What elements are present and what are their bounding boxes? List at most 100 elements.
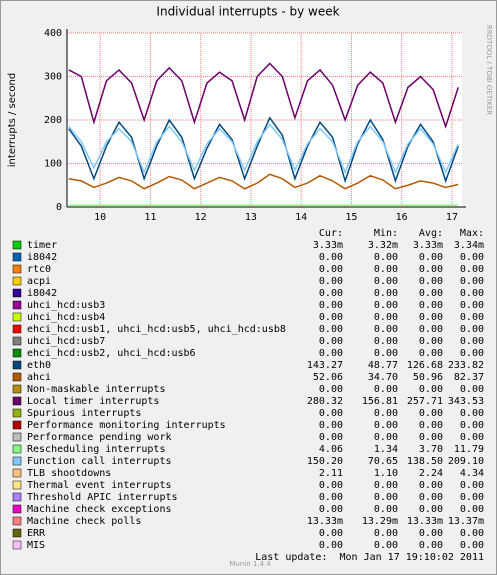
legend-stat: 13.37m (448, 516, 484, 527)
legend-stat: 0.00 (319, 324, 343, 335)
x-tick-label: 17 (446, 212, 458, 223)
legend-stat: 0.00 (374, 264, 398, 275)
legend-label: eth0 (27, 360, 51, 371)
x-tick-label: 15 (345, 212, 357, 223)
legend-label: i8042 (27, 252, 57, 263)
legend-label: Performance pending work (27, 432, 172, 443)
legend-stat: 13.33m (307, 516, 343, 527)
legend-stat: 48.77 (368, 360, 398, 371)
legend-stat: 0.00 (460, 492, 484, 503)
legend-stat: 126.68 (407, 360, 443, 371)
legend-stat: 0.00 (419, 324, 443, 335)
legend-stat: 0.00 (460, 384, 484, 395)
legend-label: i8042 (27, 288, 57, 299)
y-tick-label: 200 (44, 115, 62, 126)
legend-stat: 3.34m (454, 240, 484, 251)
x-tick-label: 10 (94, 212, 106, 223)
legend-label: uhci_hcd:usb4 (27, 312, 105, 323)
legend-swatch (12, 252, 22, 262)
legend-stat: 0.00 (419, 540, 443, 551)
legend-stat: 0.00 (374, 384, 398, 395)
x-tick-label: 11 (144, 212, 156, 223)
legend-label: Machine check exceptions (27, 504, 172, 515)
legend-swatch (12, 264, 22, 274)
legend-stat: 52.06 (313, 372, 343, 383)
legend-stat: 0.00 (419, 348, 443, 359)
legend-stat: 0.00 (460, 288, 484, 299)
legend-stat: 0.00 (460, 408, 484, 419)
plot-area (67, 33, 462, 207)
legend-stat: 0.00 (419, 432, 443, 443)
legend-stat: 3.33m (313, 240, 343, 251)
legend-stat: 2.24 (419, 468, 443, 479)
legend-stat: 0.00 (319, 540, 343, 551)
legend-stat: 0.00 (460, 336, 484, 347)
legend-stat: 3.32m (368, 240, 398, 251)
legend-stat: 0.00 (374, 336, 398, 347)
legend-stat: 34.70 (368, 372, 398, 383)
legend-stat: 0.00 (419, 408, 443, 419)
legend-stat: 0.00 (374, 504, 398, 515)
legend-stat: 13.29m (362, 516, 398, 527)
legend-label: MIS (27, 540, 45, 551)
legend-stat: 0.00 (319, 504, 343, 515)
legend-stat: 0.00 (419, 336, 443, 347)
legend-stat: 0.00 (374, 540, 398, 551)
legend-swatch (12, 444, 22, 454)
legend-swatch (12, 468, 22, 478)
legend-swatch (12, 516, 22, 526)
legend-stat: 4.06 (319, 444, 343, 455)
legend-stat: 0.00 (419, 276, 443, 287)
legend-stat: 0.00 (419, 384, 443, 395)
legend-stat: 0.00 (319, 408, 343, 419)
version: Munin 1.4.4 (229, 560, 271, 568)
legend-stat: 0.00 (460, 324, 484, 335)
legend-swatch (12, 336, 22, 346)
legend-swatch (12, 492, 22, 502)
legend-stat: 0.00 (374, 312, 398, 323)
legend-stat: 0.00 (460, 348, 484, 359)
legend-label: Threshold APIC interrupts (27, 492, 178, 503)
legend-label: ehci_hcd:usb2, uhci_hcd:usb6 (27, 348, 196, 359)
legend-stat: 0.00 (374, 324, 398, 335)
y-tick-label: 300 (44, 72, 62, 83)
legend-label: Local timer interrupts (27, 396, 159, 407)
legend-stat: 0.00 (419, 492, 443, 503)
legend-stat: 0.00 (319, 300, 343, 311)
legend-stat: 280.32 (307, 396, 343, 407)
legend-stat: 0.00 (374, 300, 398, 311)
legend-stat: 150.20 (307, 456, 343, 467)
legend-stat: 0.00 (419, 300, 443, 311)
legend-stat: 0.00 (374, 408, 398, 419)
stat-header: Min: (374, 228, 398, 239)
legend-stat: 0.00 (460, 252, 484, 263)
legend-stat: 13.33m (407, 516, 443, 527)
legend-label: Machine check polls (27, 516, 141, 527)
legend-swatch (12, 528, 22, 538)
legend-label: ehci_hcd:usb1, uhci_hcd:usb5, uhci_hcd:u… (27, 324, 286, 335)
legend-stat: 0.00 (460, 432, 484, 443)
legend-swatch (12, 432, 22, 442)
legend-stat: 11.79 (454, 444, 484, 455)
legend-stat: 0.00 (460, 480, 484, 491)
legend-label: TLB shootdowns (27, 468, 111, 479)
legend-stat: 0.00 (319, 264, 343, 275)
y-axis-label: interrupts / second (7, 73, 18, 167)
stat-header: Avg: (419, 228, 443, 239)
legend-stat: 0.00 (460, 300, 484, 311)
legend-stat: 1.34 (374, 444, 398, 455)
legend-stat: 257.71 (407, 396, 443, 407)
credit: RRDTOOL / TOBI OETIKER (485, 25, 493, 115)
legend-label: Rescheduling interrupts (27, 444, 165, 455)
legend-stat: 0.00 (319, 348, 343, 359)
legend-swatch (12, 288, 22, 298)
x-tick-label: 13 (245, 212, 257, 223)
legend-label: Thermal event interrupts (27, 480, 172, 491)
legend-stat: 0.00 (319, 420, 343, 431)
legend-stat: 0.00 (374, 480, 398, 491)
legend-stat: 0.00 (460, 276, 484, 287)
legend-stat: 0.00 (419, 264, 443, 275)
x-tick-label: 12 (195, 212, 207, 223)
legend-swatch (12, 540, 22, 550)
